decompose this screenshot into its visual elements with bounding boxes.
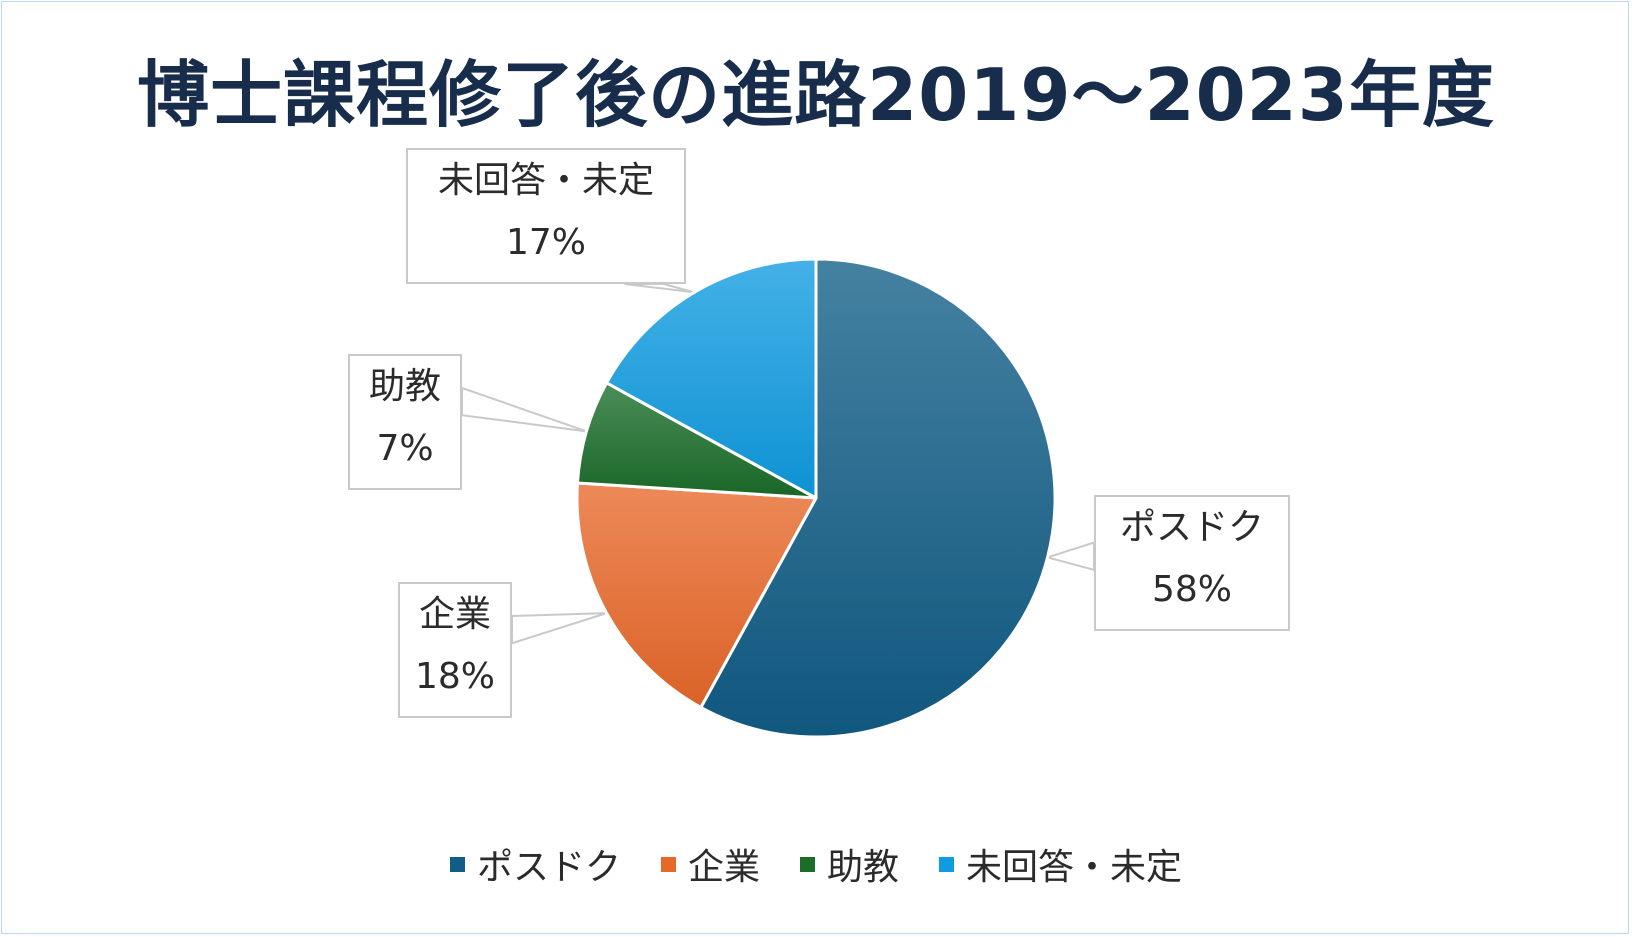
legend-swatch: [660, 856, 676, 872]
leader-line-postdoc: [1043, 541, 1095, 572]
legend-item-postdoc: ポスドク: [449, 838, 621, 890]
data-label-postdoc: ポスドク 58%: [1094, 495, 1290, 631]
leader-lines: [461, 283, 1095, 645]
legend: ポスドク 企業 助教 未回答・未定: [0, 838, 1632, 890]
pie-slice-postdoc: [699, 257, 1057, 739]
data-label-category: 企業: [418, 594, 491, 635]
legend-swatch: [939, 856, 955, 872]
pie-slice-assistant-professor: [575, 381, 818, 500]
legend-item-undecided: 未回答・未定: [939, 838, 1182, 890]
data-label-value: 18%: [414, 656, 495, 697]
legend-label: ポスドク: [476, 847, 621, 888]
legend-swatch: [800, 856, 815, 872]
legend-swatch: [449, 856, 465, 872]
data-label-value: 58%: [1151, 569, 1232, 610]
leader-line-assistant-professor: [461, 386, 587, 433]
legend-label: 企業: [687, 847, 760, 888]
legend-item-company: 企業: [660, 838, 760, 890]
data-label-category: 未回答・未定: [437, 160, 654, 201]
data-label-assistant-professor: 助教 7%: [348, 354, 462, 490]
legend-label: 助教: [827, 847, 900, 888]
pie-slices: [575, 257, 1057, 739]
pie-slice-undecided: [605, 257, 818, 500]
leader-line-undecided: [624, 283, 695, 294]
data-label-undecided: 未回答・未定 17%: [406, 148, 686, 284]
data-label-value: 17%: [505, 222, 586, 263]
data-label-company: 企業 18%: [398, 582, 512, 718]
data-label-category: 助教: [368, 366, 441, 407]
data-label-value: 7%: [376, 428, 434, 469]
chart-title: 博士課程修了後の進路2019～2023年度: [137, 53, 1495, 137]
data-label-category: ポスドク: [1119, 507, 1264, 548]
leader-line-company: [511, 612, 607, 645]
pie-slice-company: [575, 481, 818, 709]
legend-label: 未回答・未定: [966, 847, 1183, 888]
legend-item-assistant-professor: 助教: [800, 838, 899, 890]
